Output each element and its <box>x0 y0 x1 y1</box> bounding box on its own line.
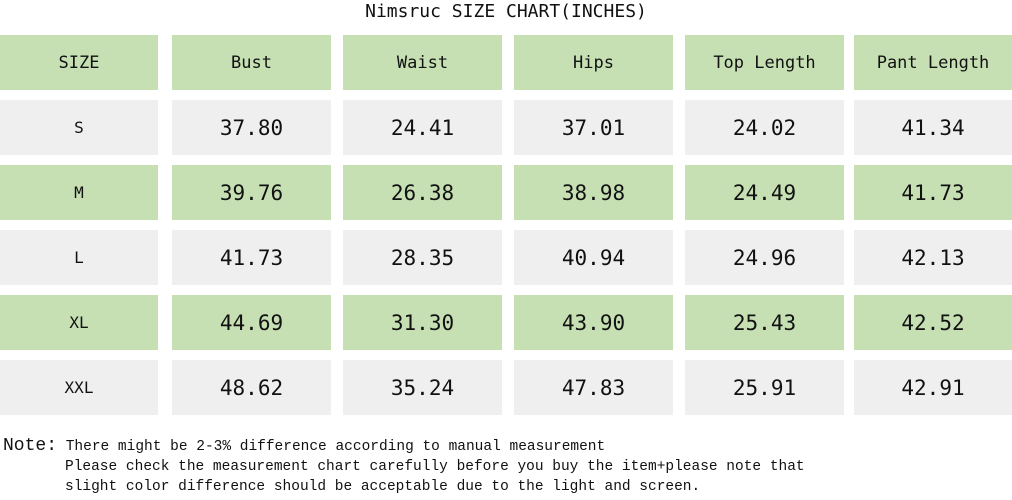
table-cell: 24.96 <box>685 230 844 285</box>
table-cell: 25.91 <box>685 360 844 415</box>
table-cell: 48.62 <box>172 360 331 415</box>
table-cell: 39.76 <box>172 165 331 220</box>
table-cell: M <box>0 165 158 220</box>
table-cell: 41.73 <box>854 165 1012 220</box>
table-cell: 37.80 <box>172 100 331 155</box>
column-header: Pant Length <box>854 35 1012 90</box>
table-cell: 43.90 <box>514 295 673 350</box>
table-cell: S <box>0 100 158 155</box>
table-cell: 42.13 <box>854 230 1012 285</box>
note-line-3: slight color difference should be accept… <box>65 479 701 495</box>
table-cell: 26.38 <box>343 165 502 220</box>
table-cell: XXL <box>0 360 158 415</box>
column-header: Waist <box>343 35 502 90</box>
table-cell: 35.24 <box>343 360 502 415</box>
table-cell: 25.43 <box>685 295 844 350</box>
table-cell: 24.41 <box>343 100 502 155</box>
column-header: Top Length <box>685 35 844 90</box>
note-line-2: Please check the measurement chart caref… <box>65 459 805 475</box>
table-cell: 47.83 <box>514 360 673 415</box>
table-cell: 31.30 <box>343 295 502 350</box>
table-cell: 42.52 <box>854 295 1012 350</box>
note-line-1: There might be 2-3% difference according… <box>65 439 606 455</box>
table-cell: 41.34 <box>854 100 1012 155</box>
table-cell: 44.69 <box>172 295 331 350</box>
column-header: Hips <box>514 35 673 90</box>
table-cell: 37.01 <box>514 100 673 155</box>
table-cell: 41.73 <box>172 230 331 285</box>
table-cell: 38.98 <box>514 165 673 220</box>
chart-title: Nimsruc SIZE CHART(INCHES) <box>365 1 647 22</box>
table-cell: 24.02 <box>685 100 844 155</box>
note-label: Note: <box>3 436 58 456</box>
note: Note: There might be 2-3% difference acc… <box>3 436 805 497</box>
table-cell: 42.91 <box>854 360 1012 415</box>
table-cell: 24.49 <box>685 165 844 220</box>
column-header: Bust <box>172 35 331 90</box>
table-cell: 28.35 <box>343 230 502 285</box>
table-cell: XL <box>0 295 158 350</box>
table-cell: 40.94 <box>514 230 673 285</box>
column-header: SIZE <box>0 35 158 90</box>
table-cell: L <box>0 230 158 285</box>
